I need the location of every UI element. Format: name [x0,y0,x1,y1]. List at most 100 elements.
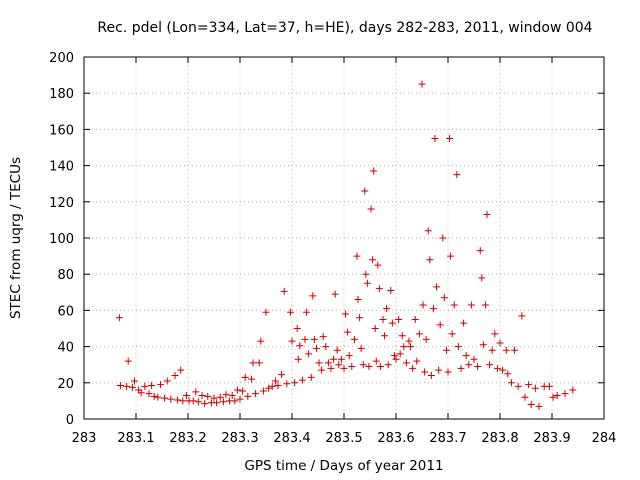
y-tick-label: 200 [49,51,74,66]
data-point [442,346,450,354]
data-point [531,384,539,392]
data-point [453,171,461,179]
data-point [496,339,504,347]
data-point [177,366,185,374]
data-point [422,335,430,343]
data-point [418,80,426,88]
data-point [268,382,276,390]
data-point [283,380,291,388]
data-point [476,247,484,255]
data-point [462,352,470,360]
data-point [128,383,136,391]
data-point [179,397,187,405]
data-point [435,366,443,374]
data-point [249,359,257,367]
data-point [357,344,365,352]
data-point [318,366,326,374]
data-point [274,382,282,390]
data-point [390,352,398,360]
data-point [296,342,304,350]
data-point [319,333,327,341]
data-point [362,270,370,278]
y-tick-label: 80 [57,268,74,283]
y-tick-label: 120 [49,196,74,211]
data-point [433,283,441,291]
data-point [255,359,263,367]
data-point [426,256,434,264]
x-tick-label: 283 [72,431,97,446]
data-point [350,335,358,343]
data-point [424,227,432,235]
data-point [148,382,156,390]
data-point [491,330,499,338]
data-point [161,394,169,402]
data-point [324,359,332,367]
data-point [163,377,171,385]
data-point [271,377,279,385]
data-point [123,382,131,390]
data-point [395,315,403,323]
data-point [286,308,294,316]
data-point [444,368,452,376]
data-point [356,314,364,322]
y-tick-label: 140 [49,160,74,175]
data-point [413,357,421,365]
x-tick-label: 283.5 [325,431,362,446]
data-point [259,387,267,395]
data-point [145,390,153,398]
data-point [307,373,315,381]
data-point [150,392,158,400]
data-point [344,328,352,336]
data-point [130,377,138,385]
data-point [116,382,124,390]
data-point [384,361,392,369]
data-point [363,279,371,287]
data-point [204,392,212,400]
data-point [514,382,522,390]
data-point [460,319,468,327]
data-point [439,234,447,242]
data-point [371,325,379,332]
data-point [262,308,270,316]
x-tick-label: 283.4 [273,431,310,446]
data-point [231,397,239,405]
data-point [387,286,395,294]
data-point [525,381,533,389]
data-point [447,252,455,260]
data-point [174,396,182,404]
data-point [315,359,323,367]
data-point [504,370,512,378]
data-point [467,301,475,309]
data-point [511,346,519,354]
data-point [192,388,200,396]
data-point [493,364,501,372]
data-point [440,294,448,302]
data-point [236,395,244,403]
data-point [365,363,373,371]
data-point [370,167,378,175]
data-point [353,252,361,260]
data-point [241,373,249,381]
data-point [369,256,377,264]
data-point [383,305,391,313]
data-point [348,363,356,371]
data-point [213,399,221,407]
y-tick-label: 180 [49,87,74,102]
data-point [198,391,206,399]
plot-frame [83,56,605,420]
data-point [309,292,317,300]
data-point [407,343,415,351]
data-point [167,395,175,403]
data-point [288,337,296,345]
grid-lines [84,57,604,419]
data-point [388,319,396,327]
data-point [124,357,132,365]
data-point [400,343,408,351]
data-point [535,402,543,410]
data-point [436,321,444,329]
x-tick-label: 283.7 [429,431,466,446]
data-point [345,352,353,360]
data-point [340,364,348,372]
data-point [431,134,439,142]
data-point [359,361,367,369]
